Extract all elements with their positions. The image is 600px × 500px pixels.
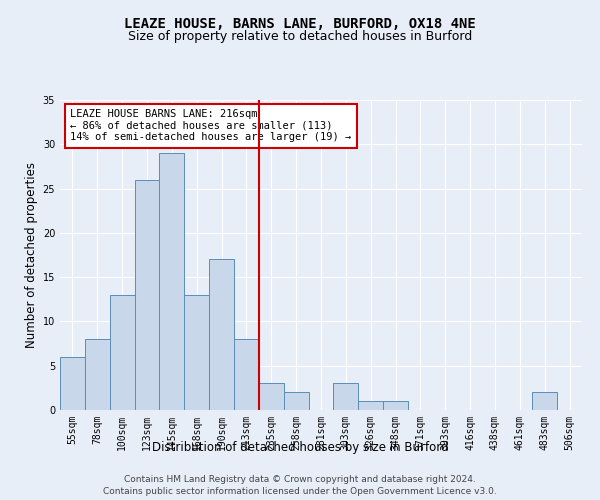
Bar <box>259 384 284 410</box>
Text: Contains HM Land Registry data © Crown copyright and database right 2024.: Contains HM Land Registry data © Crown c… <box>124 476 476 484</box>
Text: Distribution of detached houses by size in Burford: Distribution of detached houses by size … <box>152 441 448 454</box>
Bar <box>60 357 85 410</box>
Bar <box>234 339 259 410</box>
Bar <box>110 295 134 410</box>
Bar <box>284 392 308 410</box>
Text: LEAZE HOUSE, BARNS LANE, BURFORD, OX18 4NE: LEAZE HOUSE, BARNS LANE, BURFORD, OX18 4… <box>124 18 476 32</box>
Bar <box>134 180 160 410</box>
Bar <box>334 384 358 410</box>
Text: Contains public sector information licensed under the Open Government Licence v3: Contains public sector information licen… <box>103 486 497 496</box>
Bar <box>85 339 110 410</box>
Bar <box>358 401 383 410</box>
Y-axis label: Number of detached properties: Number of detached properties <box>25 162 38 348</box>
Text: LEAZE HOUSE BARNS LANE: 216sqm
← 86% of detached houses are smaller (113)
14% of: LEAZE HOUSE BARNS LANE: 216sqm ← 86% of … <box>70 110 352 142</box>
Bar <box>532 392 557 410</box>
Bar <box>184 295 209 410</box>
Bar <box>383 401 408 410</box>
Bar <box>209 260 234 410</box>
Text: Size of property relative to detached houses in Burford: Size of property relative to detached ho… <box>128 30 472 43</box>
Bar <box>160 153 184 410</box>
